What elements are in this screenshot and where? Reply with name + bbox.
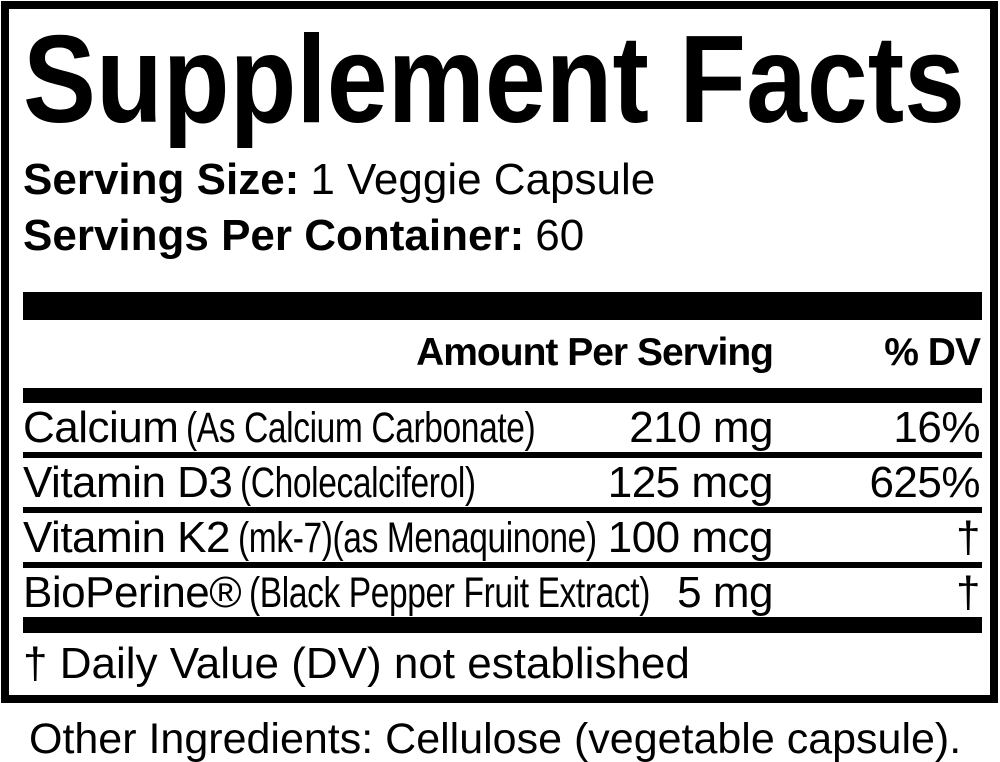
- nutrient-name: Calcium: [23, 403, 179, 452]
- nutrient-amount: 5 mg: [677, 568, 773, 617]
- servings-per-container-label: Servings Per Container:: [23, 211, 525, 260]
- nutrient-dv: †: [956, 568, 980, 617]
- supplement-facts-panel: Supplement Facts Serving Size: 1 Veggie C…: [1, 1, 998, 703]
- serving-size-value: 1 Veggie Capsule: [310, 155, 656, 204]
- nutrient-name: BioPerine®: [23, 568, 242, 617]
- nutrient-name: Vitamin D3: [23, 458, 233, 507]
- nutrient-detail: (Cholecalciferol): [240, 459, 477, 507]
- row-separator: [23, 562, 982, 568]
- dv-footnote: † Daily Value (DV) not established: [23, 639, 690, 688]
- row-separator: [23, 452, 982, 458]
- nutrient-dv: 625%: [869, 458, 980, 507]
- nutrient-row-vitamin-d3: Vitamin D3 (Cholecalciferol) 125 mcg 625%: [23, 458, 982, 507]
- nutrient-amount: 125 mcg: [607, 458, 774, 507]
- nutrient-amount: 210 mg: [629, 403, 773, 452]
- percent-dv-header: % DV: [884, 331, 981, 374]
- nutrient-detail: (mk-7)(as Menaquinone): [237, 514, 597, 562]
- table-header-row: Amount Per Serving % DV: [23, 320, 982, 388]
- row-separator: [23, 507, 982, 513]
- amount-per-serving-header: Amount Per Serving: [416, 331, 774, 374]
- serving-size-line: Serving Size: 1 Veggie Capsule: [23, 152, 982, 208]
- servings-per-container-line: Servings Per Container: 60: [23, 208, 982, 264]
- thick-divider-bar-top: [23, 292, 982, 320]
- panel-title-graphic: Supplement Facts: [23, 22, 965, 149]
- nutrient-dv: †: [956, 513, 980, 562]
- servings-per-container-value: 60: [535, 211, 585, 260]
- thick-divider-bar-bottom: [23, 617, 982, 633]
- nutrient-dv: 16%: [893, 403, 980, 452]
- nutrient-detail: (Black Pepper Fruit Extract): [249, 569, 651, 617]
- serving-size-label: Serving Size:: [23, 155, 300, 204]
- nutrient-amount: 100 mcg: [607, 513, 774, 562]
- nutrient-row-vitamin-k2: Vitamin K2 (mk-7)(as Menaquinone) 100 mcg…: [23, 513, 982, 562]
- nutrient-detail: (As Calcium Carbonate): [186, 404, 536, 452]
- nutrient-row-calcium: Calcium (As Calcium Carbonate) 210 mg 16%: [23, 403, 982, 452]
- other-ingredients-text: Other Ingredients: Cellulose (vegetable …: [29, 715, 962, 762]
- nutrient-name: Vitamin K2: [23, 513, 230, 562]
- header-divider-bar: [23, 388, 982, 403]
- nutrient-row-bioperine: BioPerine® (Black Pepper Fruit Extract) 5…: [23, 568, 982, 617]
- panel-title: Supplement Facts: [23, 22, 965, 149]
